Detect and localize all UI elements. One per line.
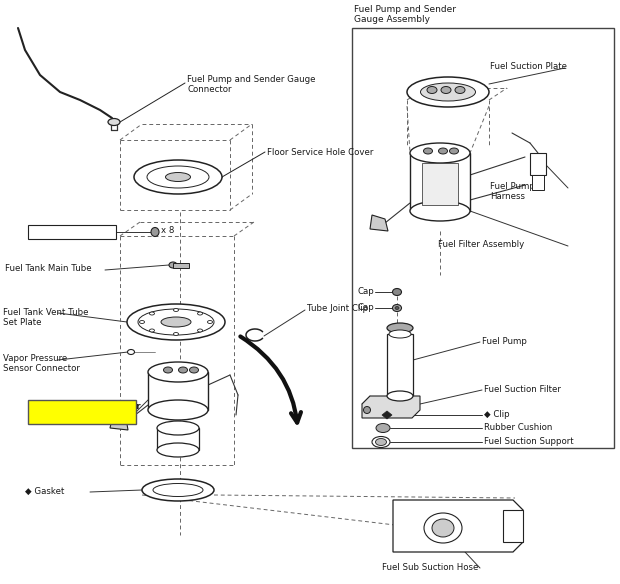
Ellipse shape: [169, 262, 177, 268]
Ellipse shape: [376, 423, 390, 433]
Ellipse shape: [392, 304, 402, 311]
Ellipse shape: [148, 400, 208, 420]
Polygon shape: [362, 396, 420, 418]
Ellipse shape: [432, 519, 454, 537]
Ellipse shape: [148, 362, 208, 382]
Bar: [503, 510, 523, 542]
Text: Fuel Tank Vent Tube
Set Plate: Fuel Tank Vent Tube Set Plate: [3, 308, 89, 328]
Polygon shape: [393, 500, 523, 552]
Ellipse shape: [450, 148, 459, 154]
Ellipse shape: [376, 439, 386, 446]
Ellipse shape: [424, 513, 462, 543]
Ellipse shape: [387, 323, 413, 333]
Ellipse shape: [128, 349, 135, 354]
Ellipse shape: [407, 77, 489, 107]
Bar: [422, 163, 458, 205]
Ellipse shape: [198, 329, 203, 332]
Bar: [173, 263, 189, 268]
Text: x 8: x 8: [161, 226, 174, 235]
Ellipse shape: [147, 166, 209, 188]
Ellipse shape: [149, 329, 154, 332]
Ellipse shape: [157, 421, 199, 435]
Text: ◆ Gasket: ◆ Gasket: [25, 487, 64, 496]
Ellipse shape: [151, 228, 159, 237]
Text: 4.0 (40, 35 in.·lbf): 4.0 (40, 35 in.·lbf): [30, 226, 95, 232]
Text: Fuel Suction Plate: Fuel Suction Plate: [490, 62, 567, 71]
Polygon shape: [370, 215, 388, 231]
Ellipse shape: [410, 201, 470, 221]
Ellipse shape: [134, 160, 222, 194]
Polygon shape: [382, 411, 392, 419]
Bar: [148, 372, 208, 410]
Ellipse shape: [142, 479, 214, 501]
Ellipse shape: [392, 288, 402, 296]
Ellipse shape: [166, 172, 190, 182]
Ellipse shape: [140, 321, 144, 324]
Ellipse shape: [174, 308, 179, 311]
Text: Fuel Pump
Harness: Fuel Pump Harness: [490, 182, 535, 201]
Text: Fuel Pump and Sender
Gauge Assembly: Fuel Pump and Sender Gauge Assembly: [31, 402, 141, 422]
Ellipse shape: [108, 119, 120, 126]
FancyBboxPatch shape: [28, 225, 116, 239]
Ellipse shape: [438, 148, 448, 154]
Text: Fuel Tank Main Tube: Fuel Tank Main Tube: [5, 264, 92, 273]
Ellipse shape: [427, 86, 437, 93]
Ellipse shape: [363, 406, 371, 413]
Ellipse shape: [149, 312, 154, 315]
Ellipse shape: [389, 330, 411, 338]
Ellipse shape: [423, 148, 433, 154]
Ellipse shape: [372, 436, 390, 447]
Ellipse shape: [441, 86, 451, 93]
Text: Tube Joint Clip: Tube Joint Clip: [307, 304, 368, 313]
Text: Fuel Pump and Sender Gauge
Connector: Fuel Pump and Sender Gauge Connector: [187, 75, 316, 95]
Ellipse shape: [153, 484, 203, 496]
Ellipse shape: [174, 332, 179, 335]
Text: ◆ Clip: ◆ Clip: [484, 410, 510, 419]
Bar: [157, 428, 199, 450]
Ellipse shape: [164, 367, 172, 373]
Ellipse shape: [410, 143, 470, 163]
Text: Fuel Filter Assembly: Fuel Filter Assembly: [438, 240, 525, 249]
Text: Fuel Sub Suction Hose: Fuel Sub Suction Hose: [382, 563, 479, 572]
Text: Vapor Pressure
Sensor Connector: Vapor Pressure Sensor Connector: [3, 354, 80, 373]
Ellipse shape: [387, 391, 413, 401]
Bar: [28, 400, 136, 424]
Bar: [410, 153, 470, 211]
Text: Fuel Suction Filter: Fuel Suction Filter: [484, 385, 561, 394]
Bar: [352, 28, 614, 448]
Ellipse shape: [179, 367, 187, 373]
Text: Rubber Cushion: Rubber Cushion: [484, 423, 552, 432]
Ellipse shape: [161, 317, 191, 327]
Ellipse shape: [190, 367, 198, 373]
Text: Fuel Suction Support: Fuel Suction Support: [484, 437, 574, 446]
Ellipse shape: [208, 321, 213, 324]
Ellipse shape: [138, 309, 214, 335]
Text: Fuel Pump: Fuel Pump: [482, 337, 527, 346]
Bar: [530, 153, 546, 175]
Polygon shape: [110, 415, 128, 430]
Ellipse shape: [420, 83, 476, 101]
Text: Floor Service Hole Cover: Floor Service Hole Cover: [267, 148, 373, 157]
Ellipse shape: [127, 304, 225, 340]
Ellipse shape: [157, 443, 199, 457]
Bar: [532, 175, 544, 190]
Bar: [387, 334, 413, 396]
Text: Fuel Pump and Sender
Gauge Assembly: Fuel Pump and Sender Gauge Assembly: [354, 5, 456, 25]
Text: Cap: Cap: [358, 303, 374, 312]
Ellipse shape: [455, 86, 465, 93]
Ellipse shape: [395, 307, 399, 310]
Text: Cap: Cap: [358, 287, 374, 296]
Ellipse shape: [198, 312, 203, 315]
